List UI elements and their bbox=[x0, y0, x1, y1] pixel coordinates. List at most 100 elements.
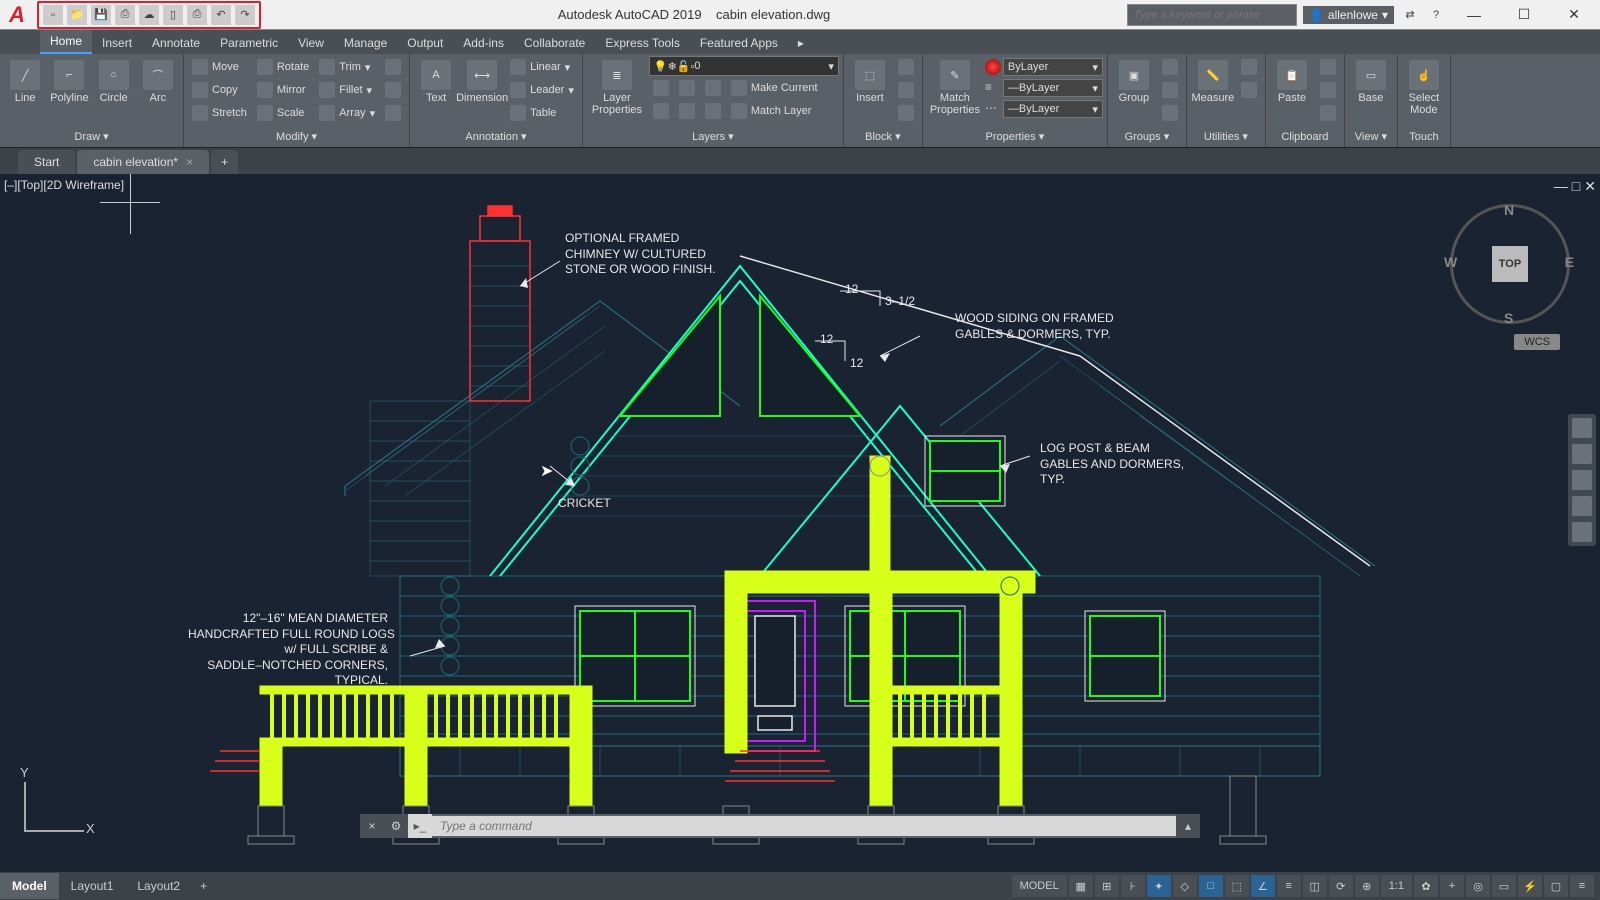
minimize-button[interactable]: — bbox=[1452, 0, 1496, 30]
close-file-icon[interactable]: × bbox=[186, 155, 193, 169]
arc-button[interactable]: ⌒Arc bbox=[137, 56, 179, 104]
status-scale[interactable]: 1:1 bbox=[1381, 875, 1412, 897]
qat-save-icon[interactable]: 💾 bbox=[91, 5, 111, 25]
prop-linetype-dropdown[interactable]: — ByLayer▾ bbox=[1003, 100, 1103, 118]
tab-annotate[interactable]: Annotate bbox=[142, 32, 210, 54]
qat-open-icon[interactable]: 📁 bbox=[67, 5, 87, 25]
close-button[interactable]: ✕ bbox=[1552, 0, 1596, 30]
viewcube-e[interactable]: E bbox=[1565, 254, 1574, 270]
status-grid-icon[interactable]: ▦ bbox=[1069, 875, 1093, 897]
tab-manage[interactable]: Manage bbox=[334, 32, 397, 54]
help-icon[interactable]: ? bbox=[1426, 5, 1446, 25]
new-tab-button[interactable]: + bbox=[211, 150, 238, 174]
status-plus-icon[interactable]: + bbox=[1440, 875, 1464, 897]
file-tab-cabin[interactable]: cabin elevation*× bbox=[77, 150, 209, 174]
exchange-icon[interactable]: ⇄ bbox=[1400, 5, 1420, 25]
copy-clip-icon[interactable] bbox=[1316, 79, 1340, 101]
leader-button[interactable]: Leader ▾ bbox=[506, 79, 578, 101]
nav-orbit-icon[interactable] bbox=[1572, 496, 1592, 516]
status-isodraft-icon[interactable]: ◇ bbox=[1173, 875, 1197, 897]
panel-block-title[interactable]: Block ▾ bbox=[848, 128, 918, 145]
view-cube[interactable]: TOP N S E W bbox=[1450, 204, 1570, 324]
color-swatch-icon[interactable] bbox=[985, 59, 1001, 75]
panel-groups-title[interactable]: Groups ▾ bbox=[1112, 128, 1182, 145]
status-polar-icon[interactable]: ✦ bbox=[1147, 875, 1171, 897]
drawing-canvas[interactable]: [–][Top][2D Wireframe] — □ ✕ ↖ bbox=[0, 174, 1600, 872]
erase-icon[interactable] bbox=[381, 56, 405, 78]
layer-icon-4[interactable] bbox=[675, 100, 699, 122]
dimension-button[interactable]: ⟷Dimension bbox=[460, 56, 504, 104]
panel-properties-title[interactable]: Properties ▾ bbox=[927, 128, 1103, 145]
nav-wheel-icon[interactable] bbox=[1572, 418, 1592, 438]
prop-lineweight-dropdown[interactable]: — ByLayer▾ bbox=[1003, 79, 1103, 97]
viewcube-face[interactable]: TOP bbox=[1492, 246, 1528, 282]
status-clean-icon[interactable]: ▢ bbox=[1544, 875, 1568, 897]
rotate-button[interactable]: Rotate bbox=[253, 56, 313, 78]
status-hw-icon[interactable]: ⚡ bbox=[1518, 875, 1542, 897]
util-icon-2[interactable] bbox=[1237, 79, 1261, 101]
panel-modify-title[interactable]: Modify ▾ bbox=[188, 128, 405, 145]
layer-icon-1[interactable] bbox=[649, 77, 673, 99]
nav-pan-icon[interactable] bbox=[1572, 444, 1592, 464]
status-snap-icon[interactable]: ⊞ bbox=[1095, 875, 1119, 897]
offset-icon[interactable] bbox=[381, 102, 405, 124]
qat-redo-icon[interactable]: ↷ bbox=[235, 5, 255, 25]
cut-icon[interactable] bbox=[1316, 56, 1340, 78]
stretch-button[interactable]: Stretch bbox=[188, 102, 251, 124]
status-gear-icon[interactable]: ✿ bbox=[1414, 875, 1438, 897]
qat-new-icon[interactable]: ▫ bbox=[43, 5, 63, 25]
maximize-button[interactable]: ☐ bbox=[1502, 0, 1546, 30]
status-3dosnap-icon[interactable]: ⬚ bbox=[1225, 875, 1249, 897]
prop-color-dropdown[interactable]: ByLayer▾ bbox=[1003, 58, 1103, 76]
status-cycling-icon[interactable]: ⟳ bbox=[1329, 875, 1353, 897]
viewcube-s[interactable]: S bbox=[1504, 310, 1513, 326]
tab-insert[interactable]: Insert bbox=[92, 32, 142, 54]
match-layer-button[interactable]: Match Layer bbox=[727, 100, 822, 122]
util-icon-1[interactable] bbox=[1237, 56, 1261, 78]
qat-undo-icon[interactable]: ↶ bbox=[211, 5, 231, 25]
viewport-minimize-icon[interactable]: — bbox=[1554, 178, 1568, 195]
viewcube-n[interactable]: N bbox=[1504, 202, 1514, 218]
group-icon-3[interactable] bbox=[1158, 102, 1182, 124]
move-button[interactable]: Move bbox=[188, 56, 251, 78]
tab-addins[interactable]: Add-ins bbox=[453, 32, 514, 54]
trim-button[interactable]: Trim ▾ bbox=[315, 56, 379, 78]
layer-icon-3[interactable] bbox=[675, 77, 699, 99]
line-button[interactable]: ╱Line bbox=[4, 56, 46, 104]
paste-button[interactable]: 📋Paste bbox=[1270, 56, 1314, 104]
qat-plot-icon[interactable]: ⎙ bbox=[187, 5, 207, 25]
tab-expresstools[interactable]: Express Tools bbox=[595, 32, 689, 54]
status-otrack-icon[interactable]: ∠ bbox=[1251, 875, 1275, 897]
polyline-button[interactable]: ⌐Polyline bbox=[48, 56, 90, 104]
tab-play-icon[interactable]: ▸ bbox=[788, 32, 814, 54]
tab-home[interactable]: Home bbox=[40, 30, 92, 54]
group-icon-2[interactable] bbox=[1158, 79, 1182, 101]
scale-button[interactable]: Scale bbox=[253, 102, 313, 124]
tab-view[interactable]: View bbox=[288, 32, 334, 54]
viewport-maximize-icon[interactable]: □ bbox=[1572, 178, 1580, 195]
start-tab[interactable]: Start bbox=[18, 150, 75, 174]
status-ws-icon[interactable]: ◎ bbox=[1466, 875, 1490, 897]
view-label[interactable]: [–][Top][2D Wireframe] bbox=[4, 178, 124, 192]
nav-zoom-icon[interactable] bbox=[1572, 470, 1592, 490]
qat-saveas-icon[interactable]: ⎙ bbox=[115, 5, 135, 25]
panel-draw-title[interactable]: Draw ▾ bbox=[4, 128, 179, 145]
status-ortho-icon[interactable]: ⊦ bbox=[1121, 875, 1145, 897]
layer-properties-button[interactable]: ≣Layer Properties bbox=[587, 56, 647, 116]
layer-icon-6[interactable] bbox=[701, 100, 725, 122]
match-properties-button[interactable]: ✎Match Properties bbox=[927, 56, 983, 116]
layout1-tab[interactable]: Layout1 bbox=[59, 873, 126, 899]
base-button[interactable]: ▭Base bbox=[1349, 56, 1393, 104]
user-menu[interactable]: 👤 allenlowe ▾ bbox=[1303, 6, 1394, 24]
select-mode-button[interactable]: ☝Select Mode bbox=[1402, 56, 1446, 116]
panel-view-title[interactable]: View ▾ bbox=[1349, 128, 1393, 145]
status-lwt-icon[interactable]: ≡ bbox=[1277, 875, 1301, 897]
command-input[interactable] bbox=[432, 816, 1176, 836]
viewport-close-icon[interactable]: ✕ bbox=[1584, 178, 1596, 195]
tab-output[interactable]: Output bbox=[397, 32, 453, 54]
qat-web-icon[interactable]: ☁ bbox=[139, 5, 159, 25]
status-annomon-icon[interactable]: ⊕ bbox=[1355, 875, 1379, 897]
panel-utilities-title[interactable]: Utilities ▾ bbox=[1191, 128, 1261, 145]
app-logo[interactable]: A bbox=[3, 1, 31, 29]
cmdline-history-icon[interactable]: ▴ bbox=[1176, 814, 1200, 838]
